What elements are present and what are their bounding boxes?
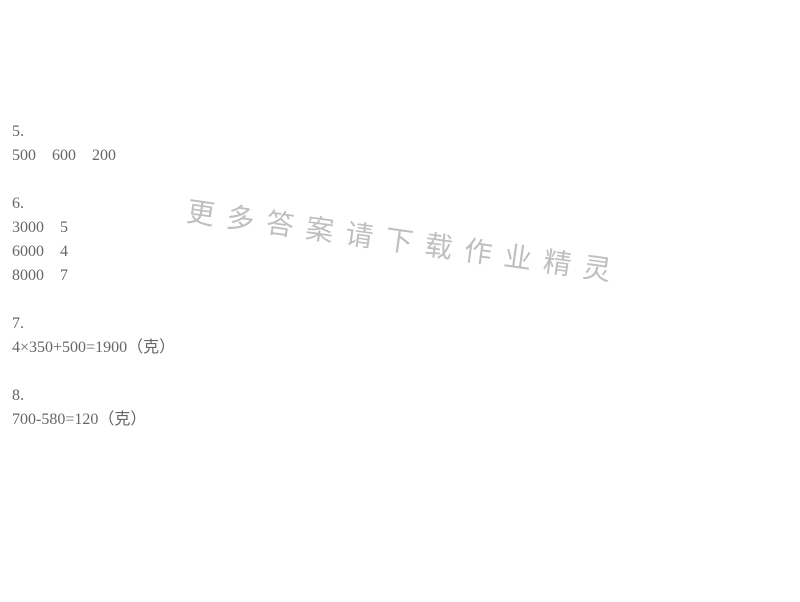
- section-heading: 7.: [12, 312, 175, 336]
- watermark-text: 更多答案请下载作业精灵: [184, 190, 625, 291]
- section-6: 6. 3000 5 6000 4 8000 7: [12, 192, 175, 288]
- section-8: 8. 700-580=120（克）: [12, 384, 175, 432]
- section-line: 8000 7: [12, 264, 175, 288]
- section-5: 5. 500 600 200: [12, 120, 175, 168]
- section-heading: 6.: [12, 192, 175, 216]
- section-line: 6000 4: [12, 240, 175, 264]
- section-line: 3000 5: [12, 216, 175, 240]
- section-7: 7. 4×350+500=1900（克）: [12, 312, 175, 360]
- section-line: 4×350+500=1900（克）: [12, 336, 175, 360]
- section-line: 700-580=120（克）: [12, 408, 175, 432]
- section-heading: 5.: [12, 120, 175, 144]
- section-line: 500 600 200: [12, 144, 175, 168]
- section-heading: 8.: [12, 384, 175, 408]
- answer-content: 5. 500 600 200 6. 3000 5 6000 4 8000 7 7…: [12, 120, 175, 456]
